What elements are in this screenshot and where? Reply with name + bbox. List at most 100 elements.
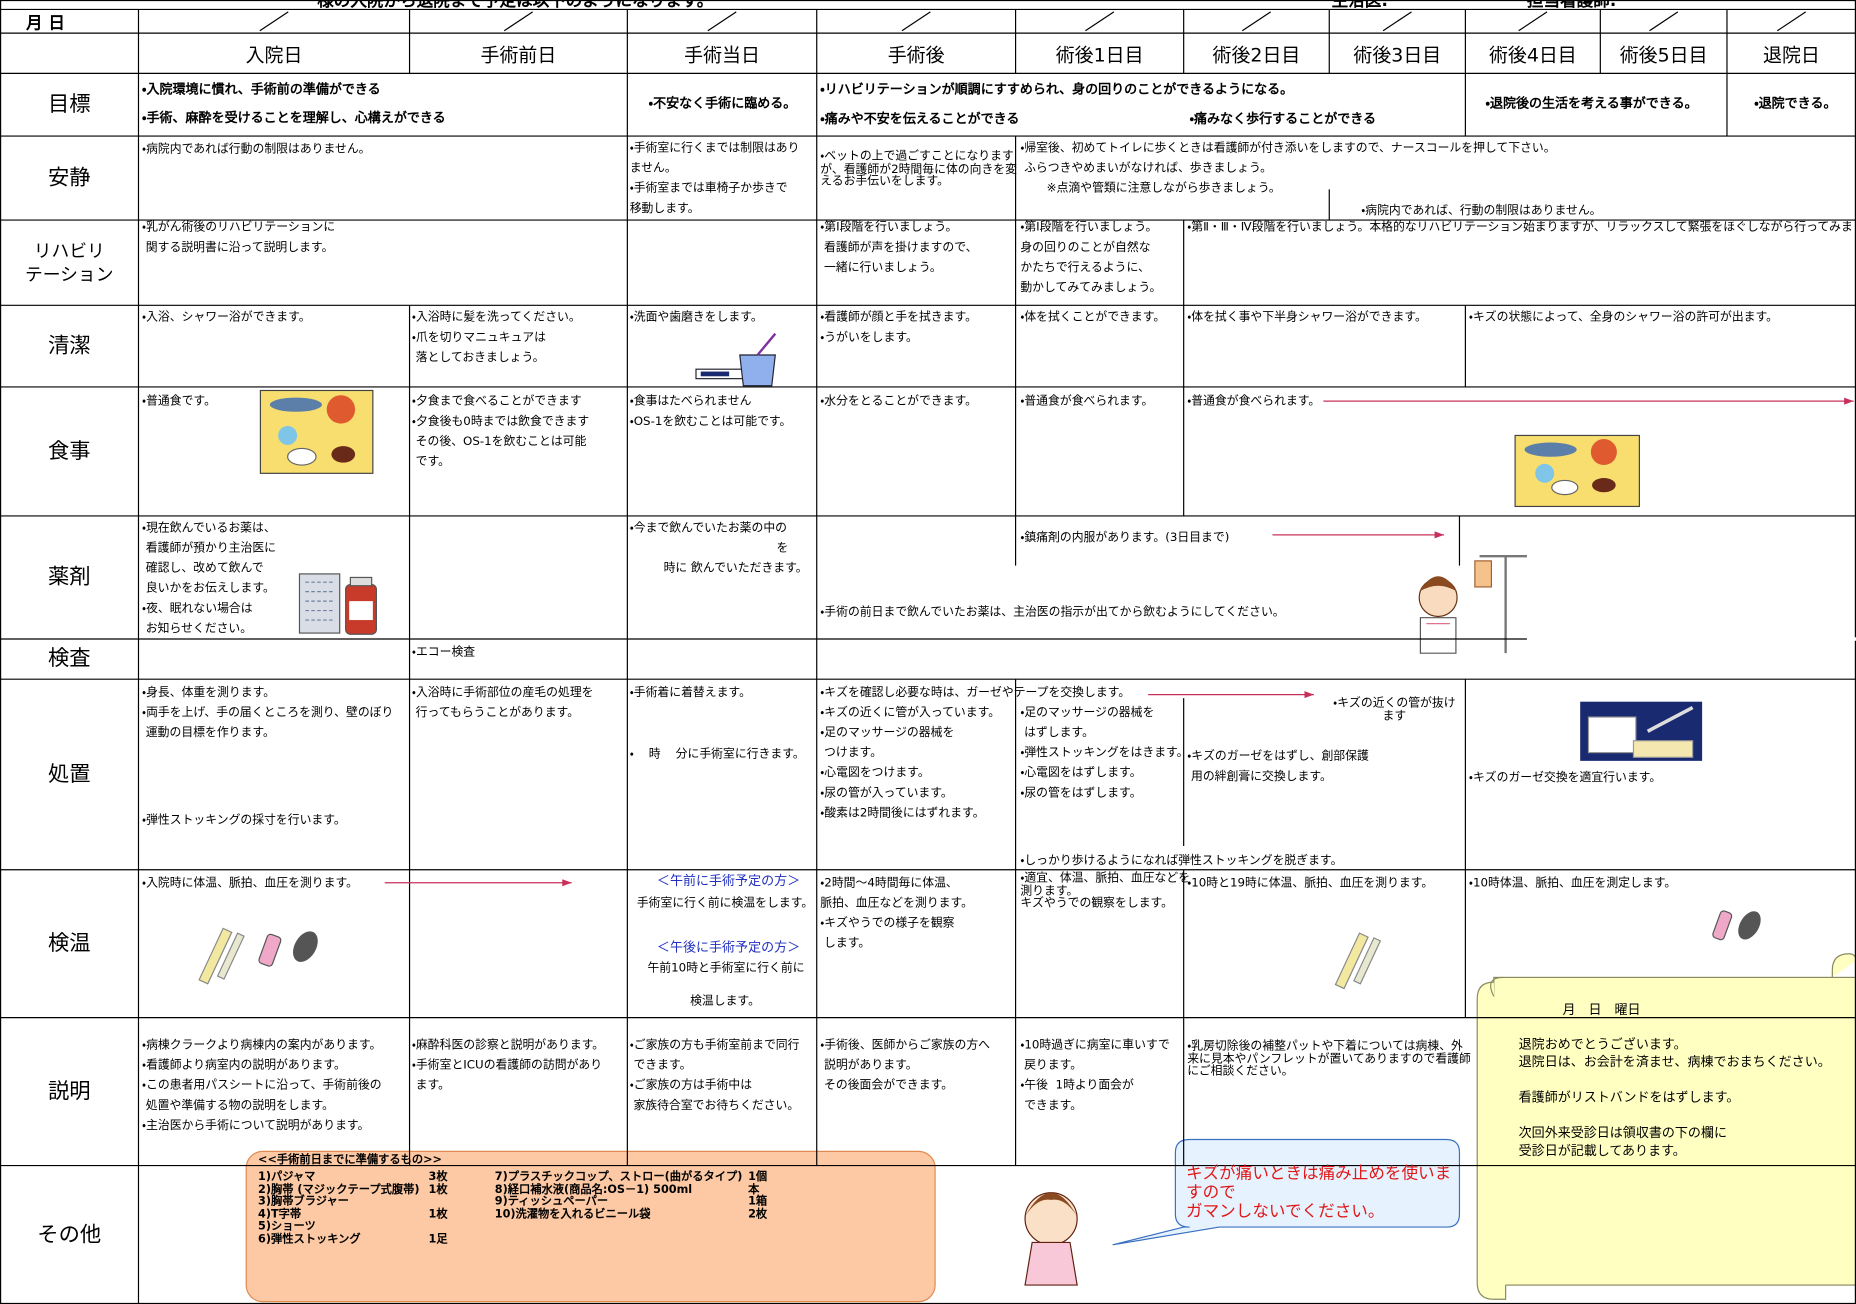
day-header: 術後1日目 <box>1055 43 1144 67</box>
checklist-item: 1)パジャマ <box>258 1170 316 1184</box>
cell-text: ・不安なく手術に臨める。 <box>648 95 797 112</box>
checklist-box <box>245 1150 936 1303</box>
cell-text: ・乳房切除後の補整パットや下着については病棟、外 来に見本やパンフレットが置いて… <box>1187 1040 1471 1078</box>
cell-text: ・手術の前日まで飲んでいたお薬は、主治医の指示が出てから飲むようにしてください。 <box>820 605 1285 619</box>
row-label: 安静 <box>47 165 91 190</box>
checklist-qty: 本 <box>748 1182 760 1196</box>
cell-text: ・足のマッサージの器械を はずします。 ・弾性ストッキングをはきます。 ・心電図… <box>1020 706 1189 800</box>
cell-text: ・手術後、医師からご家族の方へ 説明があります。 その後面会ができます。 <box>820 1038 991 1093</box>
checklist-item: 10)洗濯物を入れるビニール袋 <box>494 1207 651 1221</box>
date-label: 月 日 <box>26 14 65 34</box>
cell-text: ・退院できる。 <box>1754 95 1837 112</box>
row-label: 薬剤 <box>47 564 91 590</box>
date-slash <box>1649 11 1679 32</box>
speech-text: キズが痛いときは痛み止めを使いま すので ガマンしないでください。 <box>1186 1164 1452 1222</box>
cell-text: 手術室に行く前に検温をします。 <box>636 896 814 910</box>
row-label: 食事 <box>47 438 91 464</box>
cell-text: ・エコー検査 <box>411 646 476 660</box>
cell-text: ・看護師が顔と手を拭きます。 ・うがいをします。 <box>820 311 978 345</box>
medicine-illustration <box>298 573 377 635</box>
date-slash <box>1776 11 1807 32</box>
cell-text: ・入浴時に髪を洗ってください。 ・爪を切りマニュキュアは 落としておきましょう。 <box>411 311 581 365</box>
date-slash <box>1382 11 1412 32</box>
nurse-illustration <box>1024 1192 1078 1286</box>
nurse-label: 担当看護師: <box>1526 0 1617 11</box>
cell-text: ・入浴、シャワー浴ができます。 <box>142 311 311 325</box>
cell-text: 検温します。 <box>690 995 760 1009</box>
cell-text: ・入浴時に手術部位の産毛の処理を 行ってもらうことがあります。 <box>411 686 594 720</box>
cell-text: ・10時と19時に体温、脈拍、血圧を測ります。 <box>1187 876 1434 890</box>
cell-text: ・手術着に着替えます。 <box>629 686 751 700</box>
day-header: 術後2日目 <box>1212 43 1301 67</box>
checklist-qty: 3枚 <box>428 1170 448 1184</box>
date-slash <box>1518 11 1548 32</box>
gauze-illustration <box>1580 701 1703 761</box>
checklist-item: 7)プラスチックコップ、ストロー(曲がるタイプ) <box>494 1170 743 1184</box>
date-slash <box>259 11 289 32</box>
cup-illustration <box>695 332 777 387</box>
cell-text: ・痛みなく歩行することができる <box>1189 111 1377 127</box>
cell-text: 午前10時と手術室に行く前に <box>647 962 805 976</box>
day-header: 手術後 <box>887 43 945 67</box>
checklist-item: 5)ショーツ <box>258 1219 316 1233</box>
day-header: 手術前日 <box>480 43 557 67</box>
cell-text: ・手術、麻酔を受けることを理解し、心構えができる <box>142 110 446 126</box>
cell-text: ・キズのガーゼをはずし、創部保護 用の絆創膏に交換します。 <box>1187 750 1369 784</box>
nurse-iv-illustration <box>1408 546 1527 656</box>
cell-text: ・洗面や歯磨きをします。 <box>629 311 763 325</box>
discharge-body: 退院おめでとうございます。 退院日は、お会計を済ませ、病棟でおまちください。 看… <box>1518 1036 1831 1159</box>
checklist-item: 4)T字帯 <box>258 1207 302 1221</box>
day-header: 術後3日目 <box>1353 43 1442 67</box>
cell-text: ・2時間～4時間毎に体温、 脈拍、血圧などを測ります。 ・キズやうでの様子を観察… <box>820 876 973 951</box>
checklist-item: 9)ティッシュペーパー <box>494 1195 609 1209</box>
cell-text: ・第Ⅰ段階を行いましょう。 看護師が声を掛けますので、 一緒に行いましょう。 <box>820 221 978 275</box>
checklist-qty: 1枚 <box>428 1207 448 1221</box>
cell-text: ・10時体温、脈拍、血圧を測定します。 <box>1468 876 1677 890</box>
cell-text: ・病院内であれば、行動の制限はありません。 <box>1361 204 1602 218</box>
checklist-item: 8)経口補水液(商品名:OS－1) 500ml <box>494 1182 693 1196</box>
row-label: リハビリ テーション <box>25 240 114 286</box>
cell-text: ・適宜、体温、脈拍、血圧などを 測ります。 キズやうでの観察をします。 <box>1020 872 1191 910</box>
checklist-qty: 1箱 <box>748 1195 768 1209</box>
cell-text: ・第Ⅱ・Ⅲ・Ⅳ段階を行いましょう。本格的なリハビリテーション始まりますが、リラッ… <box>1187 221 1856 235</box>
cell-text: ・体を拭くことができます。 <box>1020 311 1166 325</box>
discharge-date: 月 日 曜日 <box>1562 1002 1641 1018</box>
checklist-qty: 1枚 <box>428 1182 448 1196</box>
date-slash <box>1085 11 1115 32</box>
cell-text: ・第Ⅰ段階を行いましょう。 身の回りのことが自然な かたちで行えるように、 動か… <box>1020 221 1162 295</box>
cell-text: ・普通食が食べられます。 <box>1187 395 1321 409</box>
cell-text: ・手術室に行くまでは制限はあり ません。 ・手術室までは車椅子か歩きで 移動しま… <box>629 141 800 216</box>
top-note: 様の入院から退院まで予定は以下のようになります。 <box>317 0 714 11</box>
cell-text: ・水分をとることができます。 <box>820 395 978 409</box>
thermometer-illustration <box>198 910 1761 990</box>
cell-text: ＜午前に手術予定の方＞ <box>656 873 801 889</box>
row-label: 説明 <box>47 1078 91 1104</box>
day-header: 術後5日目 <box>1619 43 1708 67</box>
cell-text: ・病院内であれば行動の制限はありません。 <box>142 143 371 157</box>
cell-text: ・キズの状態によって、全身のシャワー浴の許可が出ます。 <box>1468 311 1779 325</box>
cell-text: ・普通食が食べられます。 <box>1020 395 1154 409</box>
cell-text: ・夕食まで食べることができます ・夕食後も0時までは飲食できます その後、OS-… <box>411 395 590 469</box>
cell-text: ・ご家族の方も手術室前まで同行 できます。 ・ご家族の方は手術中は 家族待合室で… <box>629 1038 800 1113</box>
date-slash <box>707 11 737 32</box>
checklist-qty: 2枚 <box>748 1207 768 1221</box>
row-label: 目標 <box>47 91 91 117</box>
day-header: 退院日 <box>1763 43 1820 67</box>
cell-text: ・キズの近くの管が抜け ます <box>1333 696 1456 723</box>
checklist-item: 3)胸帯ブラジャー <box>258 1195 349 1209</box>
cell-text: ・痛みや不安を伝えることができる <box>820 111 1020 127</box>
cell-text: ・今まで飲んでいたお薬の中の を 時に 飲んでいただきます。 <box>629 521 808 576</box>
row-label: 検温 <box>47 930 91 956</box>
checklist-qty: 1個 <box>748 1170 768 1184</box>
food-illustration <box>259 389 1640 508</box>
checklist-title: <<手術前日までに準備するもの>> <box>258 1153 442 1167</box>
cell-text: ・キズを確認し必要な時は、ガーゼやテープを交換します。 <box>820 686 1131 700</box>
cell-text: ・体を拭く事や下半身シャワー浴ができます。 <box>1187 311 1427 325</box>
row-label: 検査 <box>47 646 91 671</box>
checklist-qty: 1足 <box>428 1232 448 1246</box>
day-header: 術後4日目 <box>1488 43 1577 67</box>
cell-text: ・乳がん術後のリハビリテーションに 関する説明書に沿って説明します。 <box>142 221 336 255</box>
date-slash <box>901 11 931 32</box>
